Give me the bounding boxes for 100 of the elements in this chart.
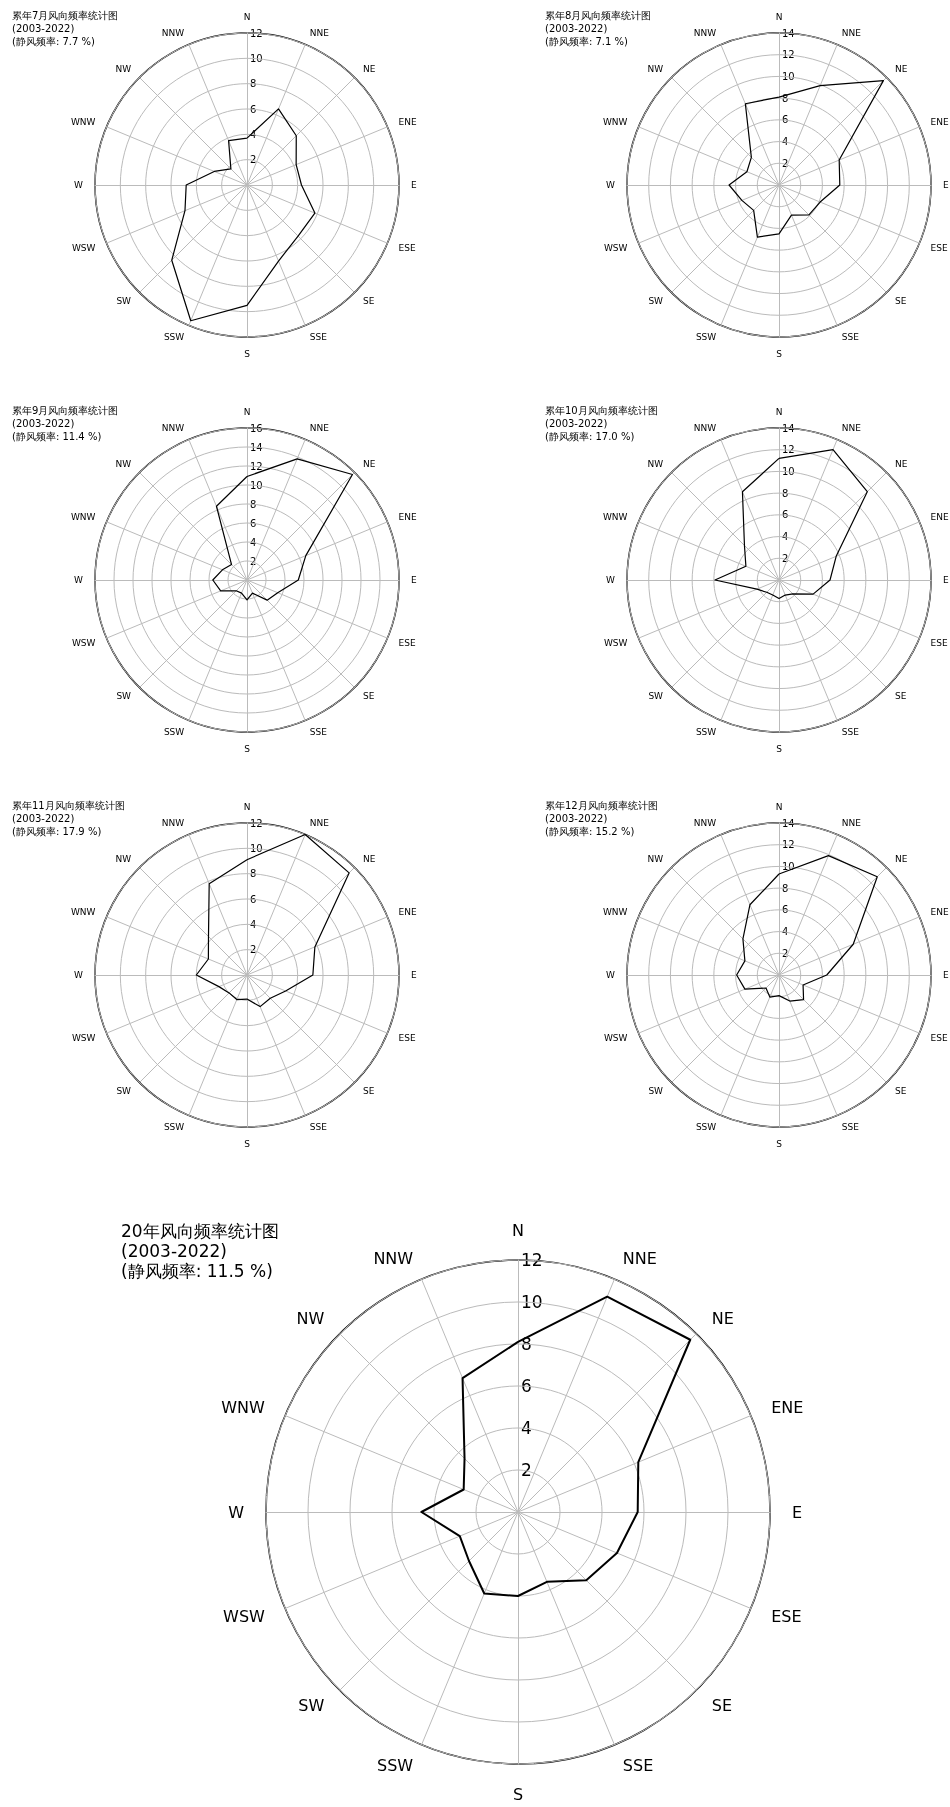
spoke-label: N bbox=[243, 801, 251, 812]
y-tick-label: 6 bbox=[250, 893, 257, 905]
y-tick-label: 6 bbox=[250, 103, 257, 115]
y-tick-label: 8 bbox=[250, 78, 257, 90]
spoke-label: ESE bbox=[771, 1607, 802, 1627]
spoke-label: NW bbox=[115, 64, 132, 75]
chart-title: 累年12月风向频率统计图 bbox=[545, 799, 658, 811]
spoke-label: WNW bbox=[70, 512, 96, 523]
y-tick-label: 10 bbox=[250, 52, 263, 64]
spoke-label: ENE bbox=[398, 117, 417, 128]
text: (静风频率: 11.5 %) bbox=[121, 1260, 273, 1281]
spoke-label: SSE bbox=[841, 1121, 860, 1132]
spoke-label: NE bbox=[362, 64, 376, 75]
y-tick-label: 2 bbox=[782, 157, 789, 169]
spoke-label: E bbox=[411, 575, 417, 585]
y-tick-label: 10 bbox=[782, 70, 795, 82]
y-tick-label: 6 bbox=[782, 904, 789, 916]
y-tick-label: 10 bbox=[521, 1292, 543, 1312]
chart-title: 累年9月风向频率统计图 bbox=[12, 404, 119, 416]
spoke-label: E bbox=[411, 970, 417, 980]
spoke-label: W bbox=[606, 575, 616, 585]
spoke-label: NNE bbox=[309, 28, 330, 39]
y-tick-label: 8 bbox=[782, 882, 789, 894]
spoke-label: NE bbox=[711, 1308, 734, 1328]
chart-title: 累年11月风向频率统计图 bbox=[12, 799, 125, 811]
spoke-label: W bbox=[74, 575, 84, 585]
y-tick-label: 8 bbox=[782, 487, 789, 499]
spoke-label: SSE bbox=[841, 331, 860, 342]
spoke-label: SSW bbox=[377, 1755, 414, 1775]
spoke-label: WSW bbox=[71, 637, 96, 648]
spoke-label: ESE bbox=[398, 637, 416, 648]
spoke-label: SW bbox=[648, 1085, 664, 1096]
spoke-label: S bbox=[776, 743, 783, 754]
spoke-label: SSE bbox=[309, 726, 328, 737]
spoke-label: NNE bbox=[309, 423, 330, 434]
spoke-label: S bbox=[512, 1784, 524, 1804]
spoke-label: SSW bbox=[163, 1121, 185, 1132]
y-tick-label: 10 bbox=[250, 479, 263, 491]
spoke-label: NNW bbox=[161, 423, 185, 434]
y-tick-label: 8 bbox=[782, 92, 789, 104]
spoke-label: E bbox=[943, 180, 949, 190]
spoke-label: N bbox=[243, 406, 251, 417]
spoke-label: NE bbox=[362, 459, 376, 470]
spoke-label: N bbox=[512, 1220, 524, 1240]
spoke-label: NE bbox=[894, 854, 908, 865]
spoke-label: SW bbox=[298, 1696, 325, 1716]
spoke-label: S bbox=[244, 743, 251, 754]
text: (2003-2022) bbox=[545, 417, 608, 429]
spoke-label: WNW bbox=[602, 117, 628, 128]
y-tick-label: 6 bbox=[521, 1376, 532, 1396]
y-tick-label: 2 bbox=[250, 154, 257, 166]
spoke-label: W bbox=[606, 180, 616, 190]
y-tick-label: 4 bbox=[250, 918, 257, 930]
y-tick-label: 12 bbox=[250, 460, 263, 472]
y-tick-label: 12 bbox=[782, 49, 795, 61]
spoke-label: SE bbox=[711, 1696, 733, 1716]
spoke-label: NNE bbox=[622, 1249, 657, 1269]
spoke-label: SSE bbox=[309, 1121, 328, 1132]
spoke-label: NNW bbox=[373, 1249, 414, 1269]
spoke-label: E bbox=[792, 1502, 803, 1522]
spoke-label: NE bbox=[894, 64, 908, 75]
spoke-label: WNW bbox=[221, 1397, 266, 1417]
spoke-label: SE bbox=[362, 690, 375, 701]
y-tick-label: 10 bbox=[250, 842, 263, 854]
spoke-label: WSW bbox=[71, 242, 96, 253]
spoke-label: E bbox=[943, 970, 949, 980]
y-tick-label: 2 bbox=[782, 947, 789, 959]
chart-title: 累年7月风向频率统计图 bbox=[12, 9, 119, 21]
spoke-label: NW bbox=[296, 1308, 325, 1328]
spoke-label: ESE bbox=[930, 637, 948, 648]
spoke-label: NNE bbox=[841, 28, 862, 39]
spoke-label: N bbox=[775, 11, 783, 22]
spoke-label: SW bbox=[116, 295, 132, 306]
spoke-label: NE bbox=[894, 459, 908, 470]
spoke-label: ESE bbox=[930, 242, 948, 253]
text: (2003-2022) bbox=[121, 1240, 227, 1261]
spoke-label: NW bbox=[115, 459, 132, 470]
spoke-label: WSW bbox=[71, 1032, 96, 1043]
spoke-label: ESE bbox=[398, 1032, 416, 1043]
spoke-label: SE bbox=[362, 1085, 375, 1096]
y-tick-label: 2 bbox=[521, 1460, 532, 1480]
spoke-label: NNW bbox=[161, 28, 185, 39]
y-tick-label: 12 bbox=[782, 444, 795, 456]
spoke-label: NNE bbox=[309, 818, 330, 829]
spoke-label: WSW bbox=[603, 242, 628, 253]
text: (2003-2022) bbox=[545, 812, 608, 824]
y-tick-label: 8 bbox=[250, 498, 257, 510]
spoke-label: NNW bbox=[693, 423, 717, 434]
spoke-label: W bbox=[606, 970, 616, 980]
spoke-label: ENE bbox=[398, 512, 417, 523]
y-tick-label: 4 bbox=[250, 536, 257, 548]
spoke-label: SW bbox=[648, 295, 664, 306]
spoke-label: WNW bbox=[70, 117, 96, 128]
spoke-label: ENE bbox=[930, 512, 949, 523]
spoke-label: S bbox=[776, 348, 783, 359]
spoke-label: W bbox=[228, 1502, 245, 1522]
spoke-label: NNE bbox=[841, 423, 862, 434]
text: (2003-2022) bbox=[12, 417, 75, 429]
chart-title: 累年10月风向频率统计图 bbox=[545, 404, 658, 416]
text: (静风频率: 15.2 %) bbox=[545, 825, 635, 837]
